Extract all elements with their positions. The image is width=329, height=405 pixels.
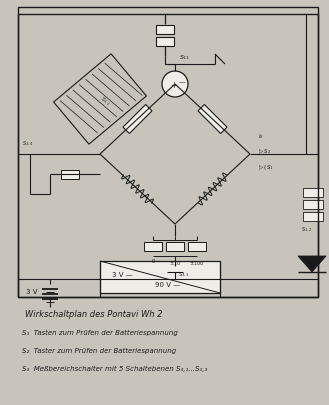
Text: $S_{3,4}$: $S_{3,4}$	[21, 139, 33, 147]
Text: $\pm$100: $\pm$100	[190, 258, 205, 266]
Text: S₁  Tasten zum Prüfen der Batteriespannung: S₁ Tasten zum Prüfen der Batteriespannun…	[22, 329, 178, 335]
Text: $S_{3,1}$: $S_{3,1}$	[178, 270, 190, 279]
Text: $S_{3,2}$: $S_{3,2}$	[98, 94, 112, 108]
Polygon shape	[156, 37, 174, 47]
Bar	[100, 261, 220, 293]
Polygon shape	[303, 212, 323, 221]
Text: —: —	[179, 79, 186, 85]
Text: $\pm$10: $\pm$10	[169, 258, 181, 266]
Polygon shape	[298, 256, 326, 272]
Text: 3 V: 3 V	[27, 288, 38, 294]
Text: S₂  Taster zum Prüfen der Batteriespannung: S₂ Taster zum Prüfen der Batteriespannun…	[22, 347, 176, 353]
Text: $S_{11}$: $S_{11}$	[179, 53, 190, 62]
Polygon shape	[303, 188, 323, 197]
Polygon shape	[156, 26, 174, 34]
Polygon shape	[166, 242, 184, 251]
Text: $\triangleright$ $S_2$: $\triangleright$ $S_2$	[258, 147, 271, 156]
Bar	[18, 8, 318, 297]
Polygon shape	[303, 200, 323, 209]
Text: 3 V —: 3 V —	[112, 271, 133, 277]
Text: 0: 0	[151, 258, 155, 263]
Text: $I_S$: $I_S$	[258, 132, 264, 141]
Polygon shape	[144, 242, 162, 251]
Text: Wirkschaltplan des Pontavi Wh 2: Wirkschaltplan des Pontavi Wh 2	[25, 309, 163, 318]
Polygon shape	[123, 105, 152, 134]
Text: S₃  Meßbereichschalter mit 5 Schaltebenen S₃,₁...S₃,₃: S₃ Meßbereichschalter mit 5 Schaltebenen…	[22, 365, 207, 371]
Polygon shape	[61, 170, 79, 179]
Text: $\triangleright$ $(S_1$: $\triangleright$ $(S_1$	[258, 163, 274, 172]
Text: 90 V —: 90 V —	[155, 281, 180, 287]
Text: $S_{1,2}$: $S_{1,2}$	[301, 225, 312, 233]
Polygon shape	[198, 105, 227, 134]
Circle shape	[162, 72, 188, 98]
Text: +: +	[170, 80, 177, 89]
Polygon shape	[188, 242, 206, 251]
